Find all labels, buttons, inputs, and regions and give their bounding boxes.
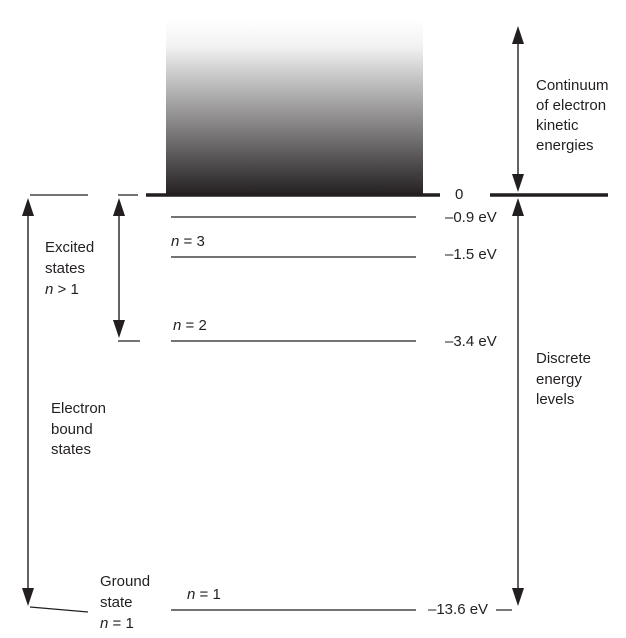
continuum-block — [166, 20, 423, 196]
energy-label-n2: –3.4 eV — [445, 333, 497, 350]
excited-arrow-head-top — [113, 198, 125, 216]
bound-label: Electron bound states — [51, 400, 110, 458]
energy-label-n1: –13.6 eV — [428, 601, 488, 618]
ground-guide — [29, 606, 89, 613]
zero-label: 0 — [455, 186, 463, 203]
discrete-arrow-head-bottom — [512, 588, 524, 606]
ground-condition: n = 1 — [100, 615, 134, 632]
energy-label-n3: –1.5 eV — [445, 246, 497, 263]
bound-arrow-head-bottom — [22, 588, 34, 606]
bound-arrow-head-top — [22, 198, 34, 216]
continuum-arrow-head-bottom — [512, 174, 524, 192]
ground-label: Ground state — [100, 573, 154, 611]
excited-label: Excited states — [45, 239, 98, 277]
energy-label-n4: –0.9 eV — [445, 209, 497, 226]
discrete-label: Discrete energy levels — [536, 350, 595, 408]
excited-arrow-head-bottom — [113, 320, 125, 338]
continuum-label: Continuum of electron kinetic energies — [536, 77, 613, 154]
n-label-3: n = 3 — [171, 233, 205, 250]
n-label-2: n = 2 — [173, 317, 207, 334]
n-label-1: n = 1 — [187, 586, 221, 603]
continuum-arrow-head-top — [512, 26, 524, 44]
excited-condition: n > 1 — [45, 281, 79, 298]
discrete-arrow-head-top — [512, 198, 524, 216]
